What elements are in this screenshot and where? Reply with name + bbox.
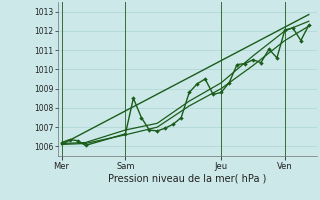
X-axis label: Pression niveau de la mer( hPa ): Pression niveau de la mer( hPa ): [108, 173, 266, 183]
